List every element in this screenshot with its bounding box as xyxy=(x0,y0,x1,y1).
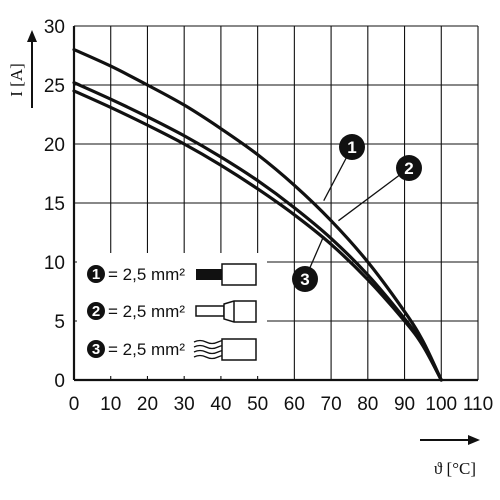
legend-text-3: = 2,5 mm² xyxy=(108,340,185,359)
legend-entry-2: 2 = 2,5 mm² xyxy=(87,300,257,323)
legend-marker-3: 3 xyxy=(92,341,100,358)
tick-labels: 0 10 20 30 40 50 60 70 80 90 100 110 0 5 10 15 20 25 30 xyxy=(44,17,493,415)
x-tick-label: 30 xyxy=(174,394,195,415)
x-tick-label: 50 xyxy=(247,394,268,415)
y-axis-label: I [A] xyxy=(7,63,26,97)
x-tick-label: 0 xyxy=(69,394,80,415)
y-arrow-icon xyxy=(27,30,37,42)
callouts: 1 2 3 xyxy=(292,134,422,292)
callout-label-1: 1 xyxy=(347,138,356,157)
legend-entry-1: 1 = 2,5 mm² xyxy=(87,263,257,286)
x-tick-label: 90 xyxy=(394,394,415,415)
legend-text-2: = 2,5 mm² xyxy=(108,302,185,321)
y-tick-label: 5 xyxy=(54,312,65,333)
callout-leader-2 xyxy=(338,167,410,222)
x-tick-label: 20 xyxy=(137,394,158,415)
x-tick-label: 70 xyxy=(321,394,342,415)
y-tick-label: 15 xyxy=(44,194,65,215)
ferrule-wire-icon xyxy=(195,300,257,323)
callout-badge-1 xyxy=(339,134,365,160)
x-tick-label: 100 xyxy=(425,394,457,415)
legend-marker-1: 1 xyxy=(92,266,100,283)
y-tick-label: 30 xyxy=(44,17,65,38)
callout-badge-3 xyxy=(292,266,318,292)
x-tick-label: 10 xyxy=(100,394,121,415)
legend-entry-3: 3 = 2,5 mm² xyxy=(87,338,257,361)
solid-wire-icon xyxy=(196,263,257,286)
legend-text-1: = 2,5 mm² xyxy=(108,265,185,284)
x-tick-label: 80 xyxy=(357,394,378,415)
x-axis-label: ϑ [°C] xyxy=(434,459,476,478)
x-arrow-icon xyxy=(468,435,480,445)
series-line-3 xyxy=(72,89,443,382)
x-tick-label: 110 xyxy=(463,394,493,415)
callout-label-3: 3 xyxy=(300,270,309,289)
series-group xyxy=(72,48,443,382)
x-tick-label: 60 xyxy=(284,394,305,415)
y-tick-label: 20 xyxy=(44,135,65,156)
stranded-wire-icon xyxy=(193,338,257,361)
y-tick-label: 10 xyxy=(44,253,65,274)
y-axis-label-group: I [A] xyxy=(7,30,37,108)
legend: 1 = 2,5 mm² 2 = 2,5 mm² 3 = 2,5 mm² xyxy=(77,253,267,376)
y-tick-label: 25 xyxy=(44,76,65,97)
callout-label-2: 2 xyxy=(404,159,413,178)
series-line-1 xyxy=(72,48,443,382)
x-tick-label: 40 xyxy=(210,394,231,415)
callout-badge-2 xyxy=(396,155,422,181)
y-tick-label: 0 xyxy=(54,371,65,392)
legend-marker-2: 2 xyxy=(92,303,100,320)
x-axis-label-group: ϑ [°C] xyxy=(420,435,480,478)
